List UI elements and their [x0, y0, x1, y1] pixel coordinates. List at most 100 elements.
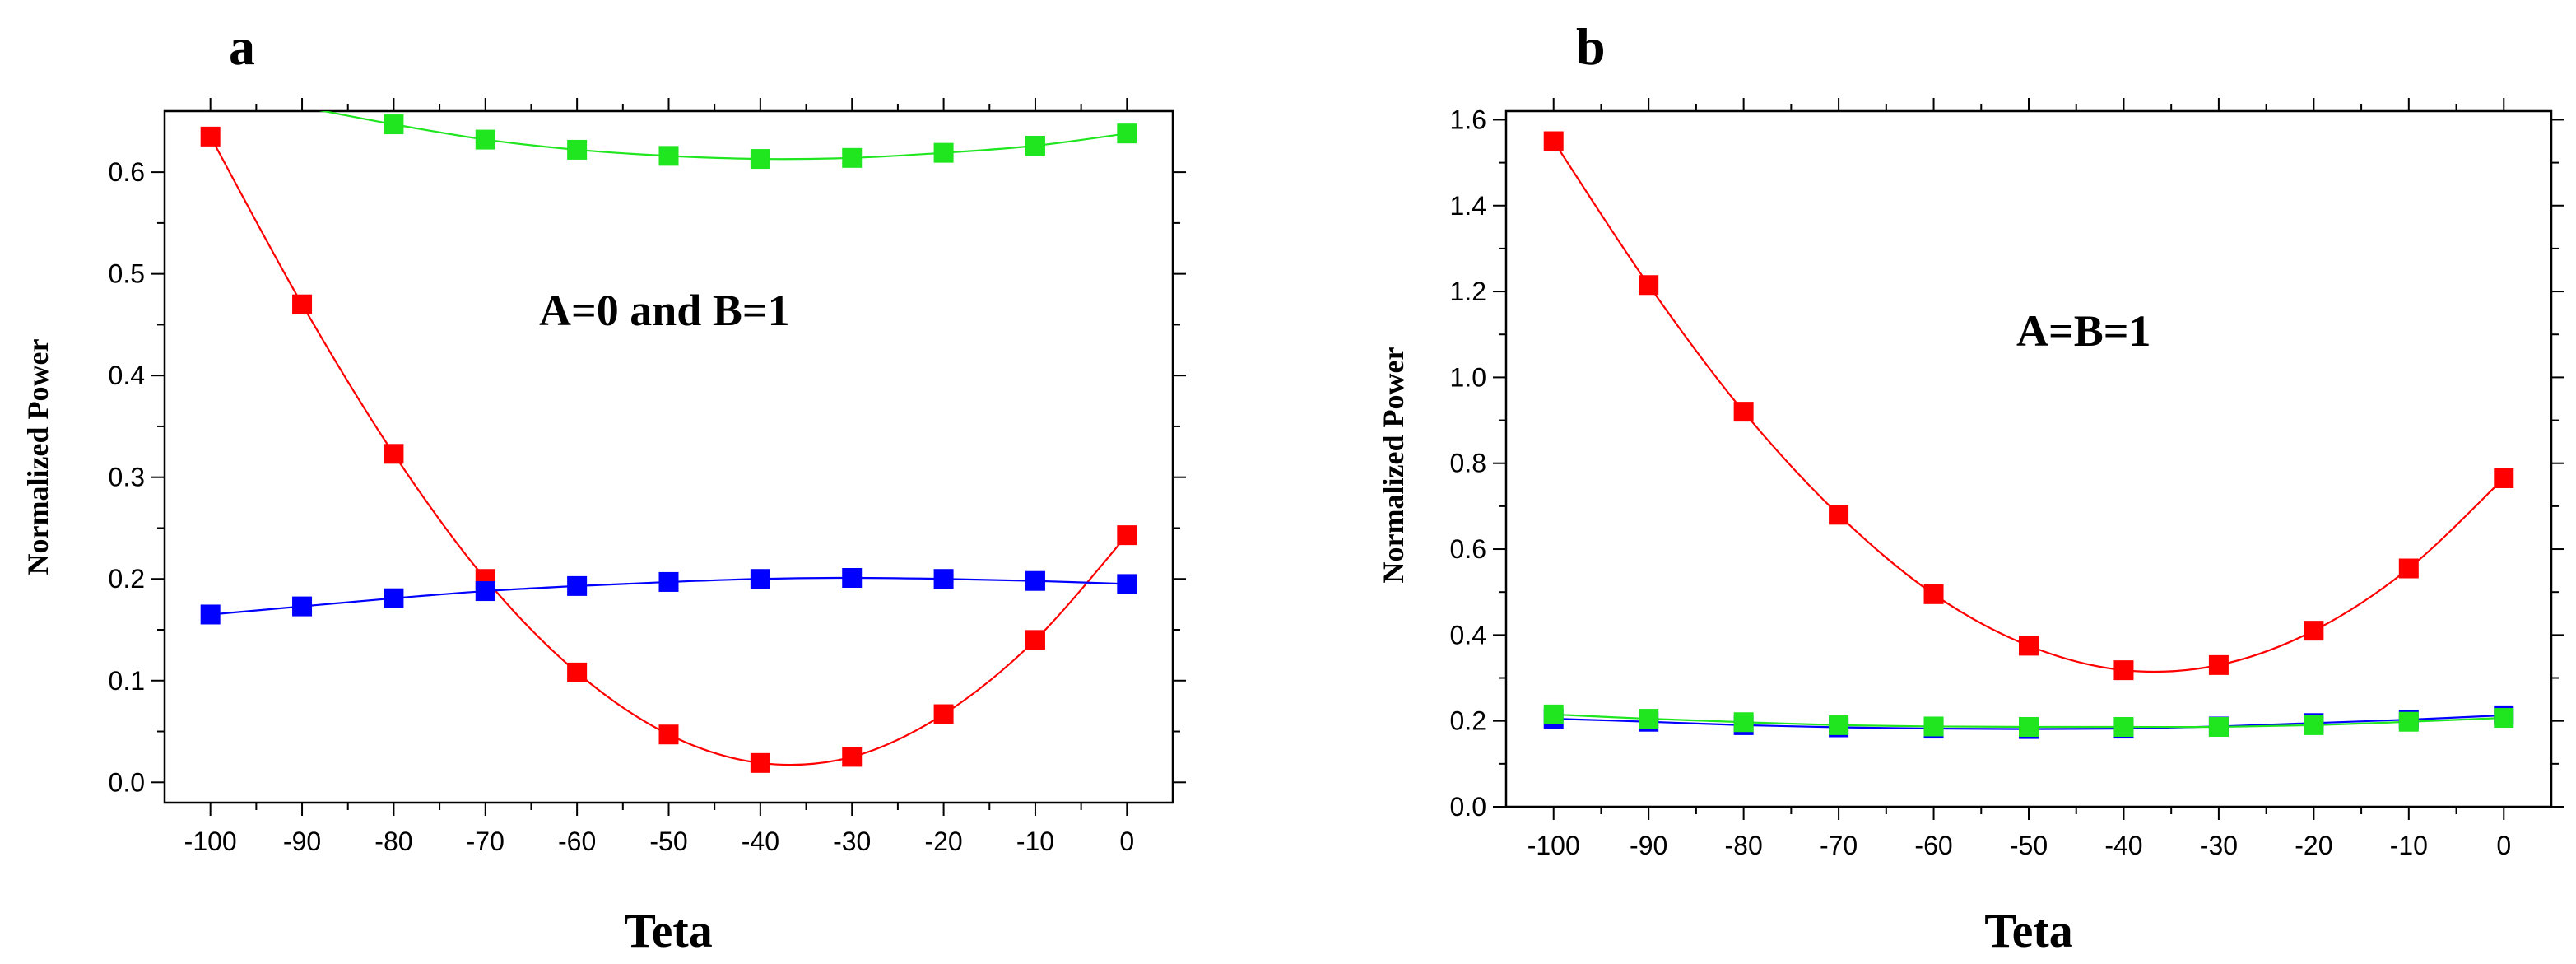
panel-a-point-blue	[384, 588, 404, 608]
panel-a-x-tick-label: -30	[833, 827, 871, 856]
panel-a-point-blue	[933, 569, 954, 589]
panel-b-x-tick-label: -50	[2010, 831, 2048, 860]
panel-a-point-blue	[842, 568, 863, 588]
panel-a-point-red	[1117, 525, 1137, 546]
panel-b-series-markers	[1543, 131, 2514, 739]
panel-a-point-blue	[658, 571, 679, 592]
panel-a-point-blue	[292, 596, 313, 617]
panel-a-series-markers	[200, 114, 1137, 773]
panel-a-point-red	[842, 747, 863, 767]
panel-b-point-green	[1733, 712, 1754, 733]
panel-b-point-red	[1639, 275, 1659, 296]
panel-a-point-green	[933, 142, 954, 163]
panel-b-x-tick-label: -90	[1630, 831, 1667, 860]
panel-a-point-green	[658, 146, 679, 166]
panel-a-point-blue	[1117, 574, 1137, 594]
panel-b-point-red	[2398, 558, 2419, 579]
panel-b-y-tick-label: 0.2	[1450, 706, 1486, 736]
panel-b-x-tick-label: -20	[2295, 831, 2332, 860]
panel-a-y-tick-label: 0.3	[109, 463, 145, 492]
panel-a-point-green	[475, 129, 495, 150]
panel-b-y-tick-label: 1.6	[1450, 105, 1486, 134]
panel-a-y-tick-label: 0.1	[109, 666, 145, 696]
panel-b-point-red	[2113, 660, 2134, 681]
panel-b-point-red	[2304, 621, 2324, 641]
panel-a-point-blue	[200, 604, 221, 625]
panel-a-point-red	[1025, 630, 1045, 650]
panel-b-y-tick-label: 1.2	[1450, 277, 1486, 306]
panel-b-plot-frame	[1504, 109, 2553, 808]
panel-a-series-line-red	[209, 136, 1128, 766]
panel-b-x-tick-label: -70	[1820, 831, 1858, 860]
panel-a-point-red	[567, 662, 588, 682]
panel-b-point-green	[1923, 716, 1944, 737]
panel-b-point-green	[2398, 711, 2419, 732]
panel-a-x-tick-label: -70	[467, 827, 505, 856]
panel-a-x-tick-label: -40	[742, 827, 779, 856]
panel-b-x-tick-label: -30	[2200, 831, 2238, 860]
panel-a-point-red	[933, 704, 954, 724]
panel-b-x-tick-label: -10	[2390, 831, 2428, 860]
panel-b-x-tick-label: -40	[2104, 831, 2142, 860]
panel-b: b -100 -90 -80 -70 -60 -50 -40 -30 -20 -10 00.00.2…	[1377, 17, 2564, 957]
panel-a-point-green	[1117, 123, 1137, 144]
panel-b-y-tick-label: 1.4	[1450, 191, 1486, 221]
panel-a-x-tick-label: -20	[924, 827, 962, 856]
panel-a-series-lines	[209, 111, 1128, 766]
panel-a-point-red	[200, 126, 221, 147]
panel-b-point-green	[2113, 716, 2134, 737]
panel-b-ticks: -100 -90 -80 -70 -60 -50 -40 -30 -20 -10 00.00.20.…	[1450, 98, 2564, 860]
panel-a-y-axis-label: Normalized Power	[21, 339, 54, 575]
panel-a-point-red	[384, 444, 404, 464]
panel-b-point-green	[1543, 704, 1564, 724]
panel-a-y-tick-label: 0.5	[109, 259, 145, 289]
panel-b-point-red	[1923, 584, 1944, 604]
panel-b-y-tick-label: 1.0	[1450, 362, 1486, 392]
panel-b-point-red	[1543, 131, 1564, 151]
panel-b-y-axis-label: Normalized Power	[1377, 347, 1410, 584]
panel-b-x-tick-label: -80	[1725, 831, 1763, 860]
panel-a-point-red	[750, 752, 770, 773]
panel-a-point-green	[384, 114, 404, 135]
panel-b-point-green	[2494, 708, 2514, 729]
panel-b-point-red	[2494, 468, 2514, 488]
panel-a-x-tick-label: 0	[1119, 827, 1134, 856]
panel-a-y-tick-label: 0.0	[109, 767, 145, 797]
panel-a-x-tick-label: -50	[649, 827, 687, 856]
panel-a-x-tick-label: -80	[374, 827, 412, 856]
panel-b-y-tick-label: 0.6	[1450, 534, 1486, 564]
panel-a-y-tick-label: 0.6	[109, 157, 145, 187]
panel-b-y-tick-label: 0.0	[1450, 792, 1486, 822]
panel-b-point-red	[2019, 636, 2039, 656]
panel-a-x-tick-label: -90	[283, 827, 321, 856]
panel-a-point-green	[842, 147, 863, 168]
panel-a-point-green	[567, 139, 588, 160]
panel-b-point-red	[1733, 402, 1754, 422]
panel-a-point-red	[658, 724, 679, 745]
panel-a-point-green	[1025, 136, 1045, 156]
panel-b-series-line-red	[1552, 140, 2505, 673]
panel-b-point-green	[1639, 709, 1659, 729]
panel-a-x-axis-label: Teta	[624, 904, 712, 957]
panel-a-point-blue	[567, 575, 588, 596]
panel-a-point-green	[750, 149, 770, 170]
panel-a-ticks: -100 -90 -80 -70 -60 -50 -40 -30 -20 -10 00.00.10.…	[109, 98, 1186, 856]
panel-a-point-red	[292, 294, 313, 314]
panel-b-point-red	[1829, 505, 1849, 525]
panel-b-y-tick-label: 0.4	[1450, 620, 1486, 650]
panel-a-letter: a	[229, 17, 255, 76]
panel-a-point-blue	[750, 569, 770, 589]
panel-a-x-tick-label: -60	[558, 827, 596, 856]
panel-a-y-tick-label: 0.2	[109, 564, 145, 594]
panel-b-x-axis-label: Teta	[1984, 904, 2072, 957]
panel-a-point-blue	[475, 581, 495, 602]
panel-a-annotation: A=0 and B=1	[539, 286, 790, 335]
panel-b-x-tick-label: 0	[2496, 831, 2511, 860]
panel-b-x-tick-label: -60	[1914, 831, 1952, 860]
panel-b-point-green	[2208, 716, 2229, 737]
panel-a: a -100 -90 -80 -70 -60 -50 -40 -30 -20 -10 00.00.1…	[21, 17, 1186, 957]
panel-b-y-tick-label: 0.8	[1450, 449, 1486, 478]
panel-a-y-tick-label: 0.4	[109, 361, 145, 390]
panel-b-letter: b	[1576, 17, 1606, 76]
